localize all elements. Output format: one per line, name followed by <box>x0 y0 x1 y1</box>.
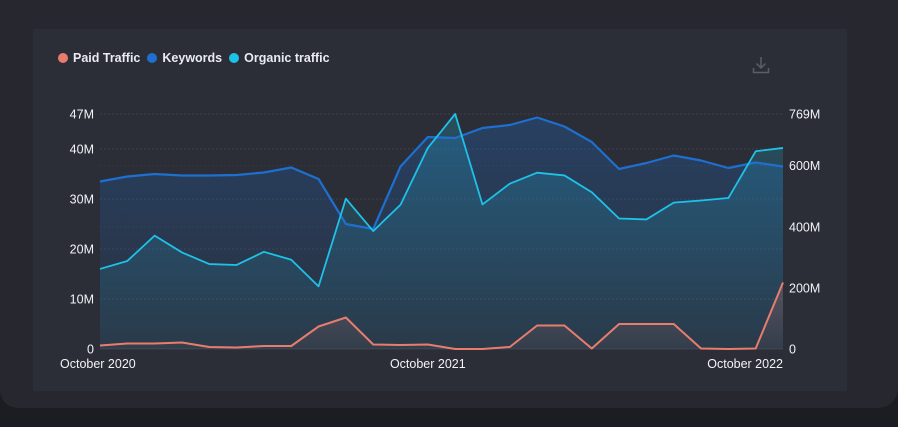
y-tick-left-3: 20M <box>70 243 94 257</box>
legend-dot-organic-traffic <box>229 53 240 63</box>
x-tick-1: October 2021 <box>390 357 466 371</box>
series-area-paid-traffic <box>100 282 783 349</box>
legend-label-organic-traffic: Organic traffic <box>244 51 330 65</box>
legend-label-paid-traffic: Paid Traffic <box>73 51 141 65</box>
x-tick-2: October 2022 <box>707 357 783 371</box>
y-tick-right-4: 0 <box>789 343 796 357</box>
download-button[interactable] <box>751 55 771 75</box>
y-tick-left-5: 0 <box>87 343 94 357</box>
legend-dot-paid-traffic <box>58 53 68 63</box>
legend-label-keywords: Keywords <box>162 51 223 65</box>
y-tick-right-3: 200M <box>789 281 820 295</box>
download-icon <box>752 57 770 74</box>
legend-dot-keywords <box>147 53 158 63</box>
y-tick-right-1: 600M <box>789 159 820 173</box>
series-line-keywords <box>99 116 784 231</box>
x-tick-0: October 2020 <box>60 357 136 371</box>
series-line-organic-traffic <box>99 113 784 288</box>
y-tick-left-4: 10M <box>70 293 94 307</box>
y-tick-left-2: 30M <box>70 193 94 207</box>
series-line-paid-traffic <box>99 282 784 350</box>
legend-item-keywords[interactable]: Keywords <box>147 51 222 65</box>
legend-item-organic-traffic[interactable]: Organic traffic <box>229 51 330 65</box>
chart-legend: Paid Traffic Keywords Organic traffic <box>58 51 337 65</box>
y-tick-left-1: 40M <box>70 143 94 157</box>
series-area-organic-traffic <box>100 114 783 349</box>
y-tick-right-2: 400M <box>789 220 820 234</box>
y-tick-left-0: 47M <box>70 108 94 122</box>
legend-item-paid-traffic[interactable]: Paid Traffic <box>58 51 140 65</box>
y-tick-right-0: 769M <box>789 108 820 122</box>
